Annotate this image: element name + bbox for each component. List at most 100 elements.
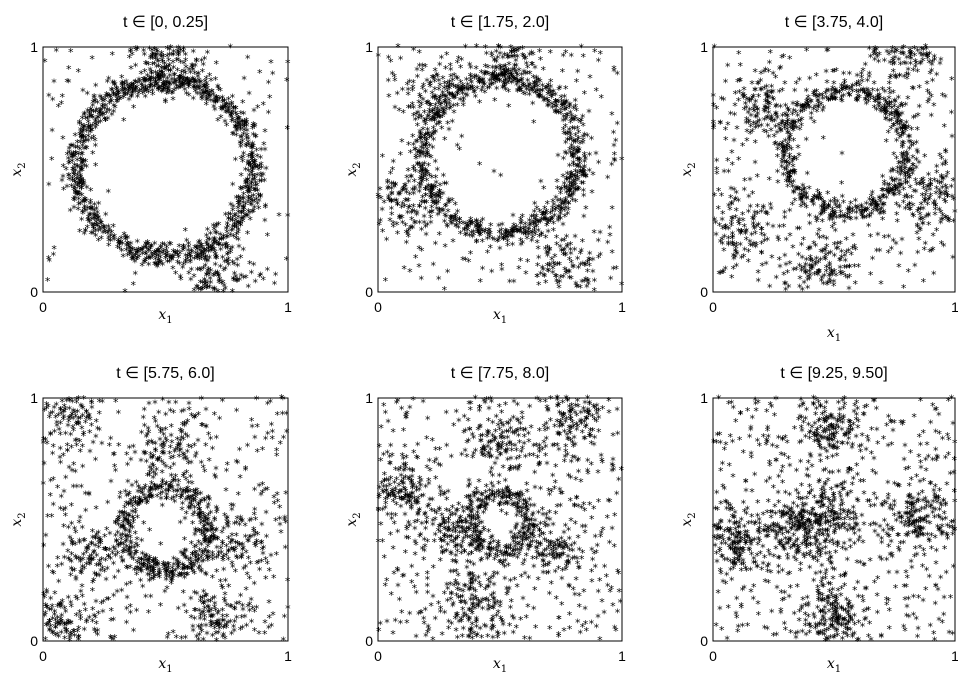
scatter-point: * <box>91 214 97 227</box>
scatter-point: * <box>941 241 947 254</box>
y-tick-label: 0 <box>700 284 708 300</box>
scatter-point: * <box>81 195 87 208</box>
scatter-point: * <box>87 210 93 223</box>
scatter-point: * <box>727 204 733 217</box>
scatter-point: * <box>86 131 92 144</box>
scatter-point: * <box>505 240 511 253</box>
scatter-point: * <box>807 73 813 86</box>
scatter-point: * <box>155 57 161 70</box>
scatter-point: * <box>541 64 547 77</box>
scatter-point: * <box>754 171 760 184</box>
scatter-point: * <box>243 463 249 476</box>
scatter-point: * <box>564 231 570 244</box>
scatter-point: * <box>133 87 139 100</box>
scatter-point: * <box>609 109 615 122</box>
scatter-point: * <box>70 164 76 177</box>
scatter-point: * <box>214 97 220 110</box>
scatter-point: * <box>97 91 103 104</box>
scatter-point: * <box>72 193 78 206</box>
scatter-point: * <box>390 218 396 231</box>
scatter-point: * <box>790 242 796 255</box>
scatter-point: * <box>255 102 261 115</box>
scatter-point: * <box>497 61 503 74</box>
scatter-point: * <box>199 94 205 107</box>
scatter-point: * <box>101 222 107 235</box>
scatter-point: * <box>416 261 422 274</box>
scatter-point: * <box>949 74 955 87</box>
scatter-point: * <box>450 236 456 249</box>
x-tick-label: 0 <box>39 299 47 315</box>
scatter-point: * <box>896 202 902 215</box>
scatter-point: * <box>460 82 466 95</box>
scatter-point: * <box>737 60 743 73</box>
x-tick-label: 0 <box>39 648 47 664</box>
scatter-point: * <box>59 175 65 188</box>
scatter-point: * <box>181 242 187 255</box>
scatter-point: * <box>83 113 89 126</box>
scatter-point: * <box>413 137 419 150</box>
scatter-point: * <box>378 216 384 229</box>
scatter-point: * <box>127 242 133 255</box>
scatter-point: * <box>105 105 111 118</box>
scatter-point: * <box>569 50 575 63</box>
scatter-point: * <box>574 282 580 295</box>
scatter-point: * <box>721 95 727 108</box>
scatter-point: * <box>234 221 240 234</box>
scatter-point: * <box>940 90 946 103</box>
scatter-point: * <box>110 49 116 62</box>
scatter-series: ****************************************… <box>711 41 958 297</box>
scatter-point: * <box>747 175 753 188</box>
scatter-point: * <box>821 133 827 146</box>
scatter-point: * <box>250 175 256 188</box>
x-tick-label: 1 <box>951 299 958 315</box>
scatter-point: * <box>867 69 873 82</box>
scatter-point: * <box>745 256 751 269</box>
scatter-point: * <box>138 85 144 98</box>
scatter-point: * <box>222 264 228 277</box>
scatter-point: * <box>80 206 86 219</box>
scatter-point: * <box>76 194 82 207</box>
scatter-point: * <box>734 123 740 136</box>
scatter-point: * <box>122 286 128 299</box>
scatter-point: * <box>611 63 617 76</box>
scatter-point: * <box>226 107 232 120</box>
scatter-point: * <box>442 241 448 254</box>
scatter-point: * <box>931 51 937 64</box>
scatter-point: * <box>78 126 84 139</box>
scatter-point: * <box>794 78 800 91</box>
scatter-point: * <box>543 244 549 257</box>
scatter-point: * <box>800 192 806 205</box>
scatter-series: ****************************************… <box>40 392 291 648</box>
scatter-point: * <box>223 240 229 253</box>
scatter-point: * <box>518 255 524 268</box>
scatter-point: * <box>81 156 87 169</box>
scatter-point: * <box>241 125 247 138</box>
scatter-point: * <box>79 159 85 172</box>
scatter-point: * <box>918 58 924 71</box>
scatter-point: * <box>398 53 404 66</box>
scatter-point: * <box>558 104 564 117</box>
scatter-point: * <box>199 284 205 297</box>
scatter-point: * <box>521 51 527 64</box>
scatter-point: * <box>760 203 766 216</box>
scatter-point: * <box>799 253 805 266</box>
scatter-point: * <box>483 42 489 55</box>
scatter-point: * <box>562 211 568 224</box>
scatter-point: * <box>787 53 793 66</box>
scatter-point: * <box>924 78 930 91</box>
x-tick-label: 0 <box>374 299 382 315</box>
scatter-point: * <box>875 229 881 242</box>
scatter-point: * <box>916 82 922 95</box>
scatter-point: * <box>596 252 602 265</box>
scatter-point: * <box>247 214 253 227</box>
scatter-point: * <box>71 202 77 215</box>
scatter-point: * <box>137 86 143 99</box>
scatter-point: * <box>105 113 111 126</box>
scatter-point: * <box>205 224 211 237</box>
scatter-point: * <box>248 199 254 212</box>
subplot-title: t ∈ [1.75, 2.0] <box>451 14 549 31</box>
scatter-point: * <box>576 145 582 158</box>
scatter-point: * <box>759 248 765 261</box>
scatter-point: * <box>415 108 421 121</box>
scatter-point: * <box>537 46 543 59</box>
